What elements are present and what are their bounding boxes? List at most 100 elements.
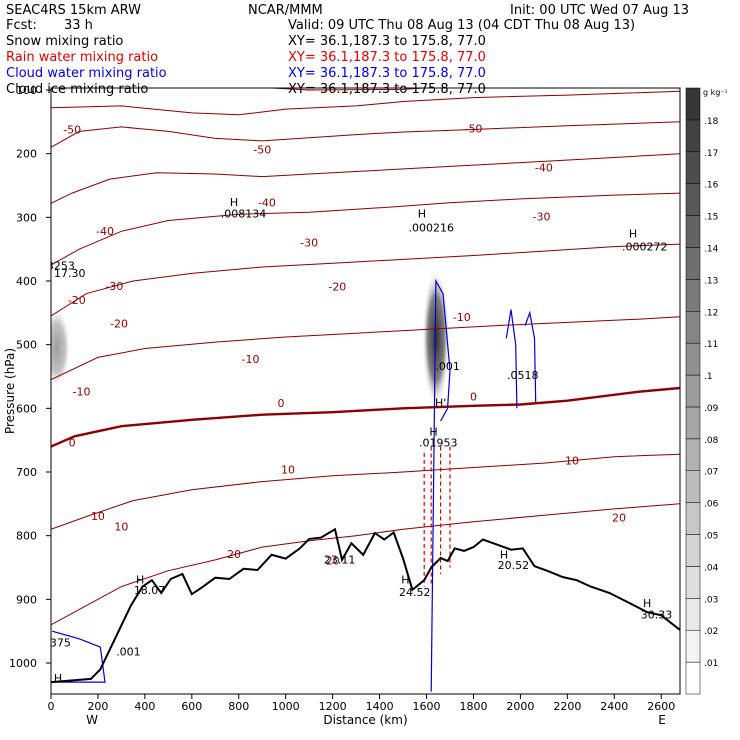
x-tick-label: 2600 [647,700,675,713]
x-tick-label: 200 [87,700,108,713]
contour-label: -73.13 [601,75,636,88]
colorbar-bin [685,598,701,631]
colorbar-tick-label: .11 [704,340,718,350]
mixing-ratio-shading [51,268,450,409]
extremum-label: .000216 [408,221,454,234]
contour-labels: -70.9 -73.13 -50 -50 -50 -40 -40 -40 -30 -30 -30 -2… [51,75,672,685]
colorbar-tick-label: .08 [704,436,719,446]
extremum-label: 24.52 [399,586,431,599]
temperature-contour--20 [51,243,680,317]
colorbar-tick-label: .02 [704,627,718,637]
x-end-right: E [658,713,666,727]
y-tick-label: 400 [16,275,37,288]
extremum-label: .001 [116,645,141,658]
colorbar-bin [685,502,701,535]
xy-cloudwater: XY= 36.1,187.3 to 175.8, 77.0 [288,66,486,81]
contour-label: -20 [328,281,346,294]
x-axis-label: Distance (km) [323,713,407,727]
x-tick-label: 600 [181,700,202,713]
field-rain-name: Rain water mixing ratio [6,50,159,65]
axes: 0 200 400 600 800 1000 1200 1400 1600 1800 2000 220… [3,84,675,727]
rain-water-contours [423,446,451,587]
extremum-label: H [136,573,144,586]
colorbar-tick-label: .09 [704,404,719,414]
contour-label: -20 [68,294,86,307]
colorbar-bin [685,629,701,663]
contour-label: -40 [96,225,114,238]
contour-label: -20 [110,317,128,330]
contour-label: -50 [464,123,482,136]
x-tick-label: 1200 [319,700,347,713]
x-tick-label: 400 [134,700,155,713]
contour-label: -10 [242,353,260,366]
shaded-region-1 [51,306,71,390]
colorbar-bin [685,311,701,344]
colorbar: .01 .02 .03 .04 .05 .06 .07 .08 .09 .1 .11 .12 .13 .1… [685,87,728,695]
contour-label: -10 [453,311,471,324]
cloud-water-contour-1 [505,309,518,409]
temperature-contour--60 [51,90,680,116]
contour-label: 20 [326,554,340,567]
terrain-profile [51,527,680,684]
colorbar-bin [685,279,701,312]
colorbar-tick-label: .03 [704,595,718,605]
contour-label: -30 [533,211,551,224]
cloud-water-contour-2 [524,310,537,403]
colorbar-tick-label: .01 [704,659,718,669]
contour-label: -30 [105,280,123,293]
extremum-label: H [429,426,437,439]
y-tick-label: 600 [16,402,37,415]
x-end-left: W [86,713,98,727]
contour-label: -40 [535,161,553,174]
field-snow-name: Snow mixing ratio [6,34,124,49]
contour-label: -50 [63,123,81,136]
colorbar-bin [685,247,701,280]
contour-label: 10 [565,454,579,467]
contour-label: 10 [91,510,105,523]
cloud-water-contour-3 [52,630,106,683]
y-tick-label: 800 [16,530,37,543]
x-tick-label: 2400 [600,700,628,713]
temperature-contour--30 [51,192,680,266]
colorbar-bin [685,215,701,248]
temperature-contour-0 [51,386,680,448]
contour-label: -50 [253,144,271,157]
colorbar-unit: g kg⁻¹ [703,88,728,97]
extremum-label: H [500,549,508,562]
colorbar-tick-label: .07 [704,468,718,478]
extremum-label: H [54,672,62,685]
fcst-value: 33 h [64,18,93,33]
temperature-contour--40 [51,153,680,204]
extremum-label: .000272 [622,240,668,253]
extremum-label: H [230,196,238,209]
colorbar-bin [685,183,701,216]
x-tick-label: 0 [48,700,55,713]
x-tick-label: 1400 [366,700,394,713]
contour-label: 20 [227,548,241,561]
colorbar-bin [685,406,701,440]
extremum-label: 23.11 [324,554,356,567]
y-tick-label: 300 [16,211,37,224]
extremum-label: 20.52 [498,559,530,572]
model-title: SEAC4RS 15km ARW [6,3,142,18]
colorbar-tick-label: .14 [704,244,719,254]
colorbar-tick-label: .06 [704,500,719,510]
extremum-label: H [418,207,426,220]
colorbar-bin [685,566,701,599]
cloud-water-contour-0 [430,278,451,692]
colorbar-tick-label: .17 [704,149,718,159]
x-tick-label: 1800 [459,700,487,713]
valid-time: Valid: 09 UTC Thu 08 Aug 13 (04 CDT Thu … [288,18,636,33]
y-tick-label: 100 [16,84,37,97]
colorbar-tick-label: .05 [704,532,718,542]
colorbar-bin [685,119,701,153]
cloud-water-contours [52,278,537,692]
center-label: NCAR/MMM [248,3,323,18]
contour-label: 10 [281,463,295,476]
extremum-label: 18.07 [134,584,166,597]
fcst-label: Fcst: [6,18,37,33]
extremum-label: .0518 [507,369,539,382]
temperature-contour--10 [51,316,680,381]
contour-label: -40 [258,197,276,210]
